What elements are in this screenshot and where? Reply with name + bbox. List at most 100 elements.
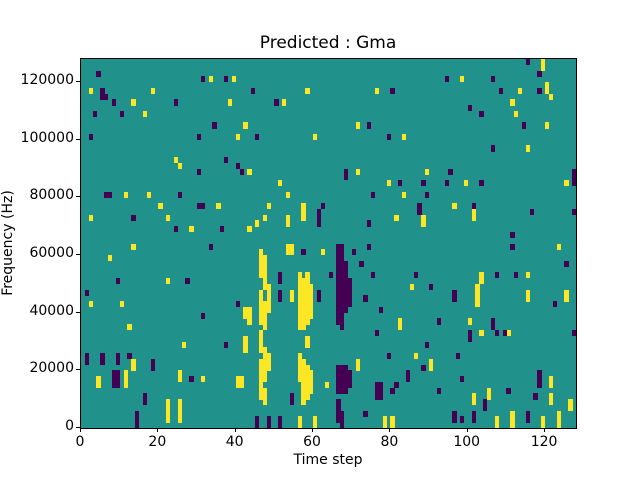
heatmap-cell — [301, 249, 306, 256]
heatmap-cell — [444, 76, 449, 83]
heatmap-cell — [471, 410, 476, 423]
heatmap-cell — [425, 341, 430, 348]
heatmap-cell — [471, 208, 476, 221]
heatmap-cell — [510, 99, 515, 106]
heatmap-cell — [239, 168, 244, 175]
heatmap-cell — [224, 76, 229, 83]
heatmap-cell — [506, 329, 511, 337]
heatmap-cell — [313, 416, 318, 429]
heatmap-cell — [123, 191, 128, 198]
heatmap-cell — [340, 364, 345, 394]
x-tick-label: 40 — [225, 434, 244, 450]
heatmap-cell — [390, 416, 395, 429]
heatmap-cell — [548, 393, 554, 406]
heatmap-cell — [278, 289, 283, 302]
heatmap-cell — [386, 180, 391, 187]
heatmap-cell — [525, 272, 530, 279]
y-tick-mark — [76, 138, 80, 140]
heatmap-cell — [142, 110, 148, 118]
heatmap-cell — [398, 180, 403, 187]
heatmap-cell — [150, 358, 155, 371]
heatmap-cell — [490, 76, 496, 83]
heatmap-cell — [568, 399, 573, 412]
heatmap-cell — [235, 133, 240, 141]
heatmap-cell — [525, 145, 530, 152]
heatmap-cell — [224, 157, 229, 164]
heatmap-cell — [521, 122, 527, 129]
y-tick-mark — [76, 369, 80, 371]
heatmap-cell — [131, 358, 136, 371]
heatmap-cell — [444, 180, 449, 187]
chart-title: Predicted : Gma — [259, 33, 397, 53]
heatmap-cell — [398, 318, 403, 331]
heatmap-cell — [355, 168, 360, 175]
heatmap-cell — [448, 168, 453, 175]
heatmap-cell — [525, 410, 530, 423]
heatmap-cell — [545, 82, 550, 94]
heatmap-cell — [390, 87, 395, 94]
x-tick-mark — [234, 428, 236, 432]
heatmap-cell — [247, 168, 252, 175]
y-tick-mark — [76, 196, 80, 198]
heatmap-cell — [309, 283, 314, 319]
heatmap-cell — [537, 370, 542, 389]
heatmap-cell — [343, 260, 349, 314]
heatmap-cell — [517, 87, 523, 94]
heatmap-cell — [467, 329, 472, 342]
heatmap-cell — [104, 93, 109, 100]
heatmap-cell — [177, 191, 182, 198]
heatmap-cell — [371, 272, 376, 279]
heatmap-cell — [336, 243, 341, 325]
heatmap-cell — [425, 168, 430, 175]
heatmap-cell — [131, 99, 136, 106]
heatmap-cell — [255, 133, 260, 141]
heatmap-cell — [285, 243, 291, 256]
x-tick-label: 0 — [75, 434, 85, 450]
heatmap-cell — [88, 133, 93, 141]
heatmap-cell — [510, 231, 515, 239]
heatmap-cell — [166, 399, 171, 423]
y-tick-label: 80000 — [29, 187, 74, 204]
heatmap-cell — [127, 324, 132, 331]
heatmap-cell — [552, 301, 558, 308]
y-tick-label: 120000 — [20, 72, 74, 89]
heatmap-cell — [405, 370, 411, 383]
heatmap-cell — [320, 203, 326, 210]
heatmap-cell — [421, 364, 426, 371]
heatmap-cell — [471, 393, 476, 406]
heatmap-cell — [429, 358, 434, 371]
heatmap-cell — [200, 203, 206, 210]
heatmap-cell — [456, 353, 461, 360]
heatmap-cell — [301, 278, 306, 331]
heatmap-cell — [104, 191, 109, 198]
heatmap-cell — [421, 214, 426, 227]
heatmap-cell — [258, 289, 264, 325]
heatmap-cell — [278, 272, 283, 285]
heatmap-cell — [436, 318, 442, 325]
heatmap-cell — [274, 99, 279, 106]
y-tick-label: 40000 — [29, 302, 74, 319]
heatmap-cell — [452, 289, 457, 302]
heatmap-cell — [367, 220, 372, 227]
heatmap-cell — [390, 387, 395, 394]
heatmap-cell — [231, 76, 237, 83]
heatmap-cell — [343, 168, 349, 181]
heatmap-cell — [119, 110, 124, 118]
heatmap-cell — [386, 133, 391, 141]
heatmap-cell — [255, 220, 260, 227]
heatmap-cell — [305, 364, 310, 400]
heatmap-cell — [123, 370, 128, 389]
heatmap-cell — [537, 87, 542, 94]
heatmap-cell — [305, 335, 310, 348]
heatmap-cell — [483, 399, 488, 412]
heatmap-cell — [115, 278, 121, 285]
heatmap-cell — [490, 318, 496, 331]
heatmap-cell — [363, 410, 368, 417]
heatmap-cell — [88, 301, 93, 308]
heatmap-cell — [343, 364, 349, 394]
heatmap-cell — [367, 243, 372, 250]
heatmap-cell — [336, 364, 341, 394]
heatmap-cell — [452, 410, 457, 423]
heatmap-cell — [177, 399, 182, 423]
